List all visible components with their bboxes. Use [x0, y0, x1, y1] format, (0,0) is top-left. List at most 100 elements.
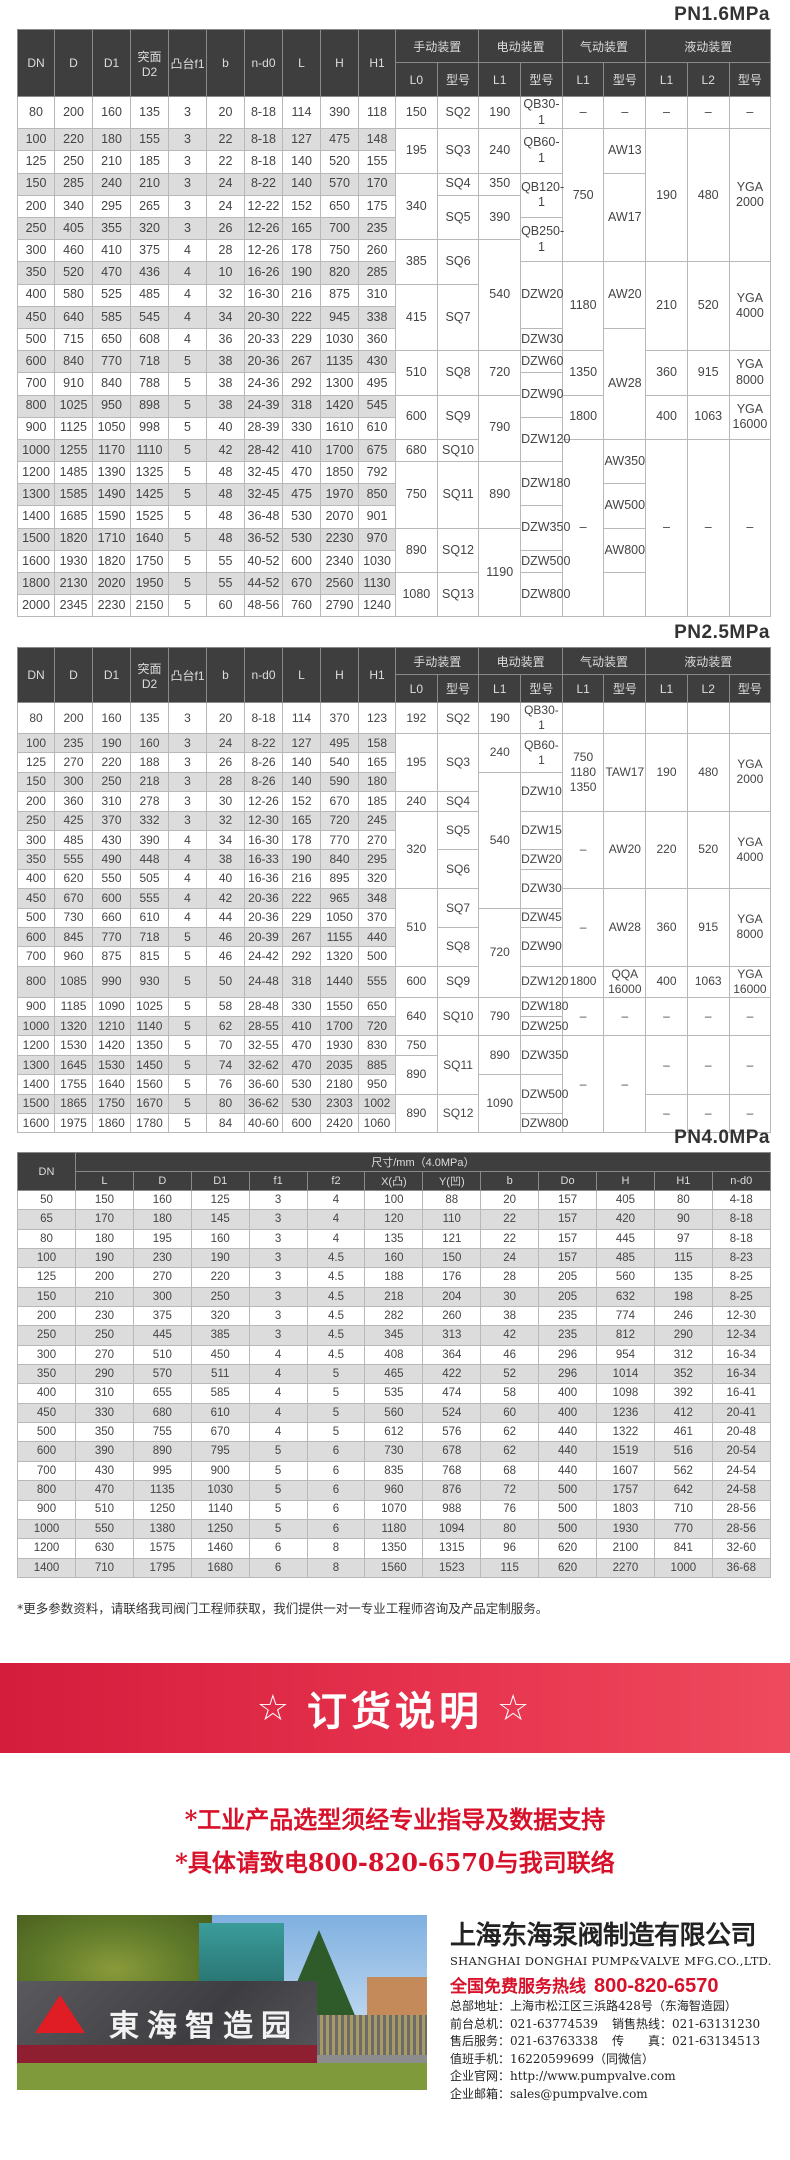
actuator-cell: 540: [478, 771, 522, 909]
table-cell: 3: [168, 702, 207, 734]
table-cell: 1400: [17, 1074, 55, 1095]
banner-title: 订货说明: [307, 1689, 483, 1735]
table-cell: 190: [282, 849, 321, 870]
table-cell: 990: [92, 965, 131, 998]
actuator-cell: YGA 8000: [728, 888, 772, 967]
table-cell: 1320: [54, 1016, 93, 1037]
actuator-cell: SQ12: [436, 527, 480, 574]
table-cell: 954: [596, 1344, 655, 1366]
table-cell: 135: [364, 1228, 424, 1250]
actuator-cell: AW13: [603, 128, 647, 174]
table-cell: 8-23: [711, 1248, 771, 1269]
table-cell: 1930: [320, 1035, 359, 1056]
actuator-cell: 1180: [561, 261, 605, 352]
table-cell: 516: [653, 1441, 713, 1462]
column-header: H1: [358, 647, 396, 703]
actuator-cell: 150: [395, 95, 438, 130]
table-cell: 470: [282, 1035, 321, 1056]
table-cell: 250: [92, 771, 131, 793]
table-cell: 1820: [92, 549, 131, 574]
table-cell: 2070: [320, 505, 359, 529]
table-cell: 4: [306, 1228, 366, 1250]
actuator-cell: DZW30: [520, 327, 563, 352]
table-cell: 580: [54, 283, 93, 307]
actuator-cell: 1090: [478, 1074, 522, 1134]
table-cell: 720: [358, 1016, 396, 1037]
table-cell: 246: [653, 1306, 713, 1327]
table-cell: 841: [653, 1538, 713, 1559]
table-cell: 3: [168, 128, 207, 152]
table-cell: 5: [168, 350, 207, 374]
actuator-cell: 400: [645, 965, 688, 998]
after-sales-phone: 售后服务：021-63763338: [450, 2034, 599, 2048]
table-cell: 474: [422, 1383, 482, 1404]
table-cell: 320: [190, 1306, 250, 1327]
actuator-cell: SQ5: [436, 194, 480, 241]
table-cell: 562: [653, 1460, 713, 1482]
email-link[interactable]: 企业邮箱：sales@pumpvalve.com: [450, 2086, 648, 2101]
table-cell: 3: [168, 194, 207, 219]
table-cell: 678: [422, 1441, 482, 1462]
table-cell: 1000: [17, 1518, 76, 1540]
table-cell: 250: [17, 1325, 76, 1346]
table-cell: 180: [132, 1209, 192, 1230]
table-cell: 965: [320, 888, 359, 909]
table-cell: 5: [248, 1441, 308, 1462]
table-row: 150 285 240 210 3 24 8-22 140 570 170 340 SQ4 350 QB1…: [17, 172, 771, 263]
table-cell: 5: [168, 594, 207, 618]
table-cell: 16-34: [711, 1364, 771, 1385]
table-cell: 60: [206, 594, 245, 618]
table-cell: 5: [168, 1074, 207, 1095]
table-cell: 1315: [422, 1538, 482, 1559]
table-cell: 157: [538, 1228, 598, 1250]
table-cell: 135: [130, 702, 169, 734]
table-cell: 20-39: [244, 926, 283, 948]
table-cell: 1607: [596, 1460, 655, 1482]
table-cell: 178: [282, 829, 321, 851]
table-cell: 135: [653, 1267, 713, 1288]
actuator-cell: DZW800: [520, 1113, 568, 1134]
table-cell: 100: [364, 1189, 424, 1211]
table-cell: 600: [17, 926, 55, 948]
website-link[interactable]: 企业官网：http://www.pumpvalve.com: [450, 2069, 676, 2083]
table-cell: 1525: [130, 505, 169, 529]
actuator-cell: DZW180: [520, 996, 568, 1018]
table-cell: 290: [75, 1364, 134, 1385]
table-cell: 1400: [17, 505, 55, 529]
table-cell: 485: [130, 283, 169, 307]
actuator-cell: AW17: [603, 172, 647, 263]
table-cell: 4: [248, 1422, 308, 1443]
actuator-cell: DZW20: [520, 261, 563, 329]
table-cell: 265: [130, 194, 169, 219]
table-row: 1000 1320 1210 1140 5 62 28-55 410 1700 720 DZW250: [17, 1016, 771, 1037]
park-sign-text: 東海智造园: [109, 2009, 299, 2044]
table-cell: 3: [168, 810, 207, 831]
table-cell: 3: [248, 1306, 308, 1327]
actuator-cell: AW20: [603, 261, 647, 329]
table-cell: 485: [596, 1248, 655, 1269]
table-cell: 1645: [54, 1054, 93, 1076]
table-cell: 450: [190, 1344, 250, 1366]
table-cell: 700: [17, 372, 55, 396]
actuator-cell: AW20: [603, 810, 647, 890]
table-cell: 1014: [596, 1364, 655, 1385]
table-cell: 1030: [320, 327, 359, 352]
actuator-cell: –: [728, 95, 772, 130]
actuator-cell: DZW90: [520, 926, 563, 967]
table-cell: 3: [168, 771, 207, 793]
table-cell: 720: [320, 810, 359, 831]
table-cell: 408: [364, 1344, 424, 1366]
table-cell: 5: [168, 461, 207, 485]
column-header: L: [282, 647, 321, 703]
actuator-cell: 415: [395, 283, 438, 352]
table-row: 100 220 180 155 3 22 8-18 127 475 148 195 SQ3 240 QB6…: [17, 128, 772, 263]
column-header: H: [320, 29, 359, 97]
actuator-cell: 600: [395, 394, 438, 440]
table-cell: 16-30: [244, 283, 283, 307]
table-cell: 152: [282, 791, 321, 812]
table-cell: 188: [364, 1267, 424, 1288]
table-cell: 200: [17, 194, 55, 219]
table-cell: 8-18: [711, 1228, 771, 1250]
table-cell: 74: [206, 1054, 245, 1076]
table-cell: 461: [653, 1422, 713, 1443]
